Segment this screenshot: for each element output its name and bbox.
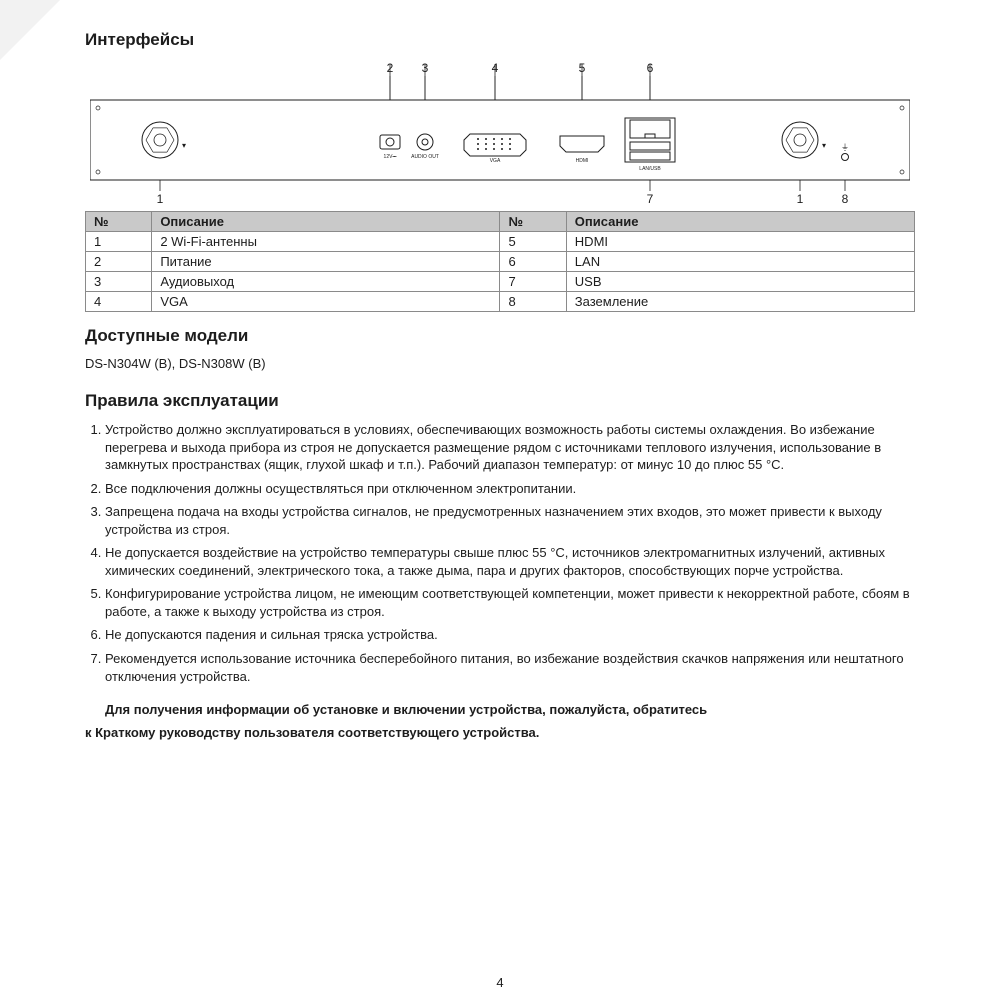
ports-th: № xyxy=(86,212,152,232)
rear-panel-svg: ▾ ▾ 12V⎓ AUDIO OUT VGA HDMI LAN/USB ⏚ 1 2 3 4 5 6 7 1 8 xyxy=(90,60,910,205)
ports-th: Описание xyxy=(152,212,500,232)
list-item: Не допускаются падения и сильная тряска … xyxy=(105,626,915,644)
ports-td: 2 xyxy=(86,252,152,272)
ports-td: Заземление xyxy=(566,292,914,312)
svg-text:LAN/USB: LAN/USB xyxy=(639,166,661,172)
interfaces-heading: Интерфейсы xyxy=(85,30,915,50)
svg-text:⏚: ⏚ xyxy=(841,143,849,152)
svg-text:▾: ▾ xyxy=(822,141,826,150)
ports-td: 4 xyxy=(86,292,152,312)
ports-td: 6 xyxy=(500,252,566,272)
list-item: Конфигурирование устройства лицом, не им… xyxy=(105,585,915,620)
table-row: 2Питание6LAN xyxy=(86,252,915,272)
svg-text:HDMI: HDMI xyxy=(576,158,589,164)
svg-text:8: 8 xyxy=(842,192,849,205)
ports-td: VGA xyxy=(152,292,500,312)
ports-td: 5 xyxy=(500,232,566,252)
models-heading: Доступные модели xyxy=(85,326,915,346)
ports-td: Питание xyxy=(152,252,500,272)
ports-th: № xyxy=(500,212,566,232)
svg-text:4: 4 xyxy=(492,61,499,75)
ports-td: LAN xyxy=(566,252,914,272)
usage-rules-list: Устройство должно эксплуатироваться в ус… xyxy=(85,421,915,685)
ports-td: 3 xyxy=(86,272,152,292)
ports-table: №Описание№Описание 12 Wi-Fi-антенны5HDMI… xyxy=(85,211,915,312)
ports-td: HDMI xyxy=(566,232,914,252)
svg-text:AUDIO OUT: AUDIO OUT xyxy=(411,154,439,160)
list-item: Все подключения должны осуществляться пр… xyxy=(105,480,915,498)
ports-td: Аудиовыход xyxy=(152,272,500,292)
ports-table-header-row: №Описание№Описание xyxy=(86,212,915,232)
list-item: Рекомендуется использование источника бе… xyxy=(105,650,915,685)
footer-line-1: Для получения информации об установке и … xyxy=(85,699,915,722)
table-row: 4VGA8Заземление xyxy=(86,292,915,312)
page-number: 4 xyxy=(0,975,1000,990)
ports-td: 1 xyxy=(86,232,152,252)
table-row: 3Аудиовыход7USB xyxy=(86,272,915,292)
document-page: Интерфейсы ▾ ▾ 12V⎓ AUDIO OUT VGA HDMI LAN/USB… xyxy=(0,0,1000,755)
list-item: Запрещена подача на входы устройства сиг… xyxy=(105,503,915,538)
ports-td: 2 Wi-Fi-антенны xyxy=(152,232,500,252)
svg-text:2: 2 xyxy=(387,61,394,75)
svg-text:VGA: VGA xyxy=(490,158,501,164)
ports-td: USB xyxy=(566,272,914,292)
svg-text:6: 6 xyxy=(647,61,654,75)
svg-text:1: 1 xyxy=(157,192,164,205)
svg-text:7: 7 xyxy=(647,192,654,205)
ports-td: 7 xyxy=(500,272,566,292)
table-row: 12 Wi-Fi-антенны5HDMI xyxy=(86,232,915,252)
svg-text:12V⎓: 12V⎓ xyxy=(384,154,397,160)
rules-heading: Правила эксплуатации xyxy=(85,391,915,411)
footer-note: Для получения информации об установке и … xyxy=(85,699,915,745)
svg-text:3: 3 xyxy=(422,61,429,75)
svg-text:▾: ▾ xyxy=(182,141,186,150)
ports-table-body: 12 Wi-Fi-антенны5HDMI2Питание6LAN3Аудиов… xyxy=(86,232,915,312)
svg-text:1: 1 xyxy=(797,192,804,205)
footer-line-2: к Краткому руководству пользователя соот… xyxy=(85,722,915,745)
models-list: DS-N304W (B), DS-N308W (B) xyxy=(85,356,915,371)
list-item: Устройство должно эксплуатироваться в ус… xyxy=(105,421,915,474)
svg-text:5: 5 xyxy=(579,61,586,75)
rear-panel-diagram: ▾ ▾ 12V⎓ AUDIO OUT VGA HDMI LAN/USB ⏚ 1 2 3 4 5 6 7 1 8 xyxy=(85,60,915,205)
ports-td: 8 xyxy=(500,292,566,312)
list-item: Не допускается воздействие на устройство… xyxy=(105,544,915,579)
ports-th: Описание xyxy=(566,212,914,232)
